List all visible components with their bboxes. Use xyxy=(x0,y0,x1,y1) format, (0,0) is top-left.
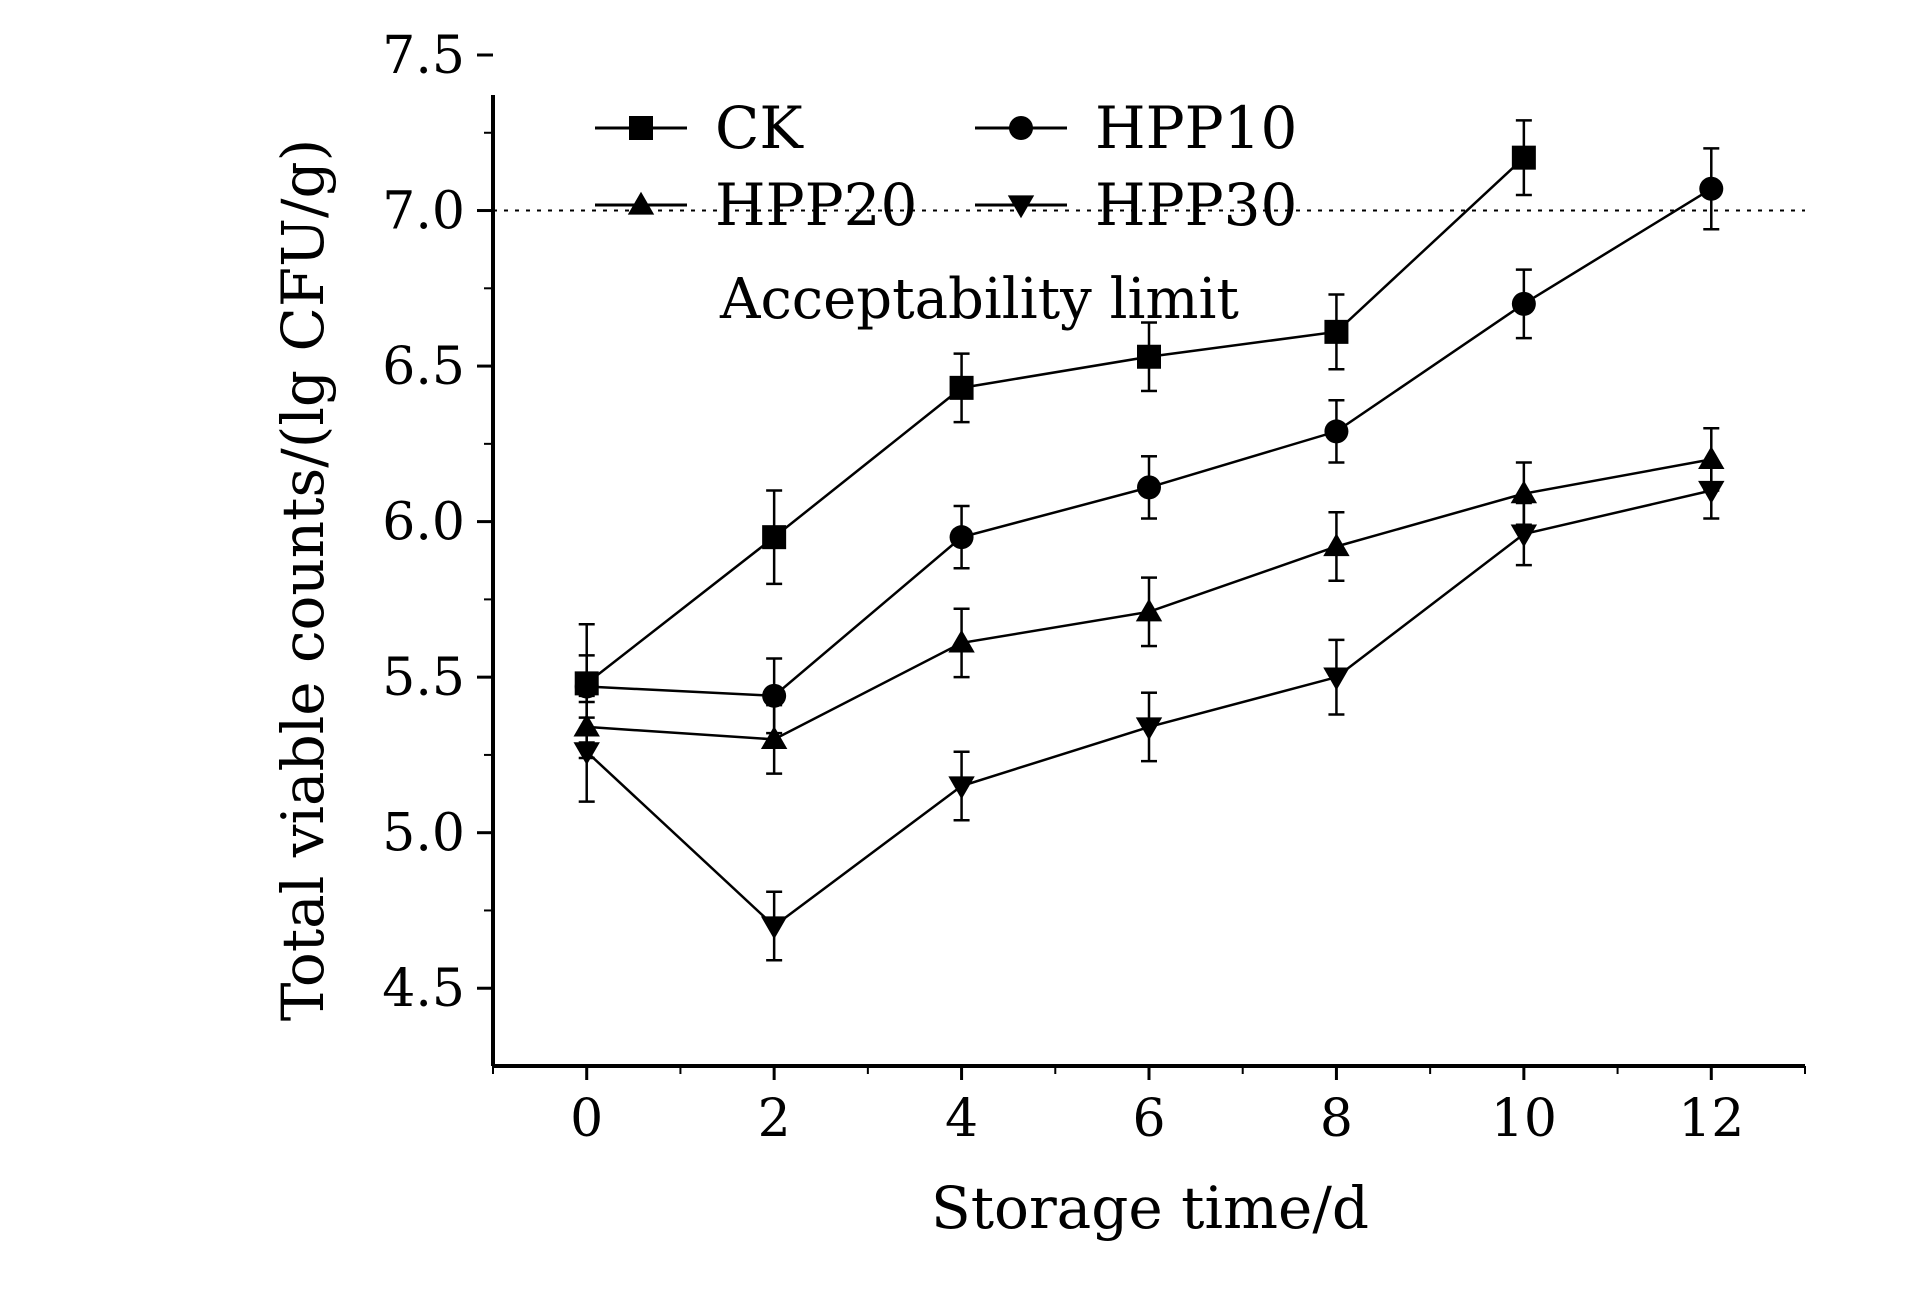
data-point xyxy=(949,375,974,400)
data-point xyxy=(1324,419,1349,444)
x-tick-label: 2 xyxy=(758,1089,791,1149)
data-point xyxy=(1137,344,1161,369)
series-group xyxy=(573,119,1725,962)
data-point xyxy=(760,916,788,940)
data-point xyxy=(1510,524,1538,548)
series-line xyxy=(585,156,1525,685)
y-tick-label: 7.0 xyxy=(382,182,465,242)
legend-label: HPP20 xyxy=(715,171,917,239)
x-axis-label: Storage time/d xyxy=(931,1174,1369,1242)
x-tick-label: 4 xyxy=(945,1089,978,1149)
data-point xyxy=(1324,319,1349,344)
x-tick-label: 0 xyxy=(570,1089,603,1149)
reference-line-label: Acceptability limit xyxy=(719,267,1239,332)
data-point xyxy=(1135,598,1163,622)
data-point xyxy=(948,776,975,800)
data-point xyxy=(1511,145,1536,170)
series-hpp10 xyxy=(574,147,1724,735)
data-point xyxy=(1699,176,1724,201)
y-tick-label: 4.5 xyxy=(382,959,465,1019)
x-tick-label: 8 xyxy=(1320,1089,1353,1149)
legend: CK HPP10 HPP20 HPP30 xyxy=(595,94,1297,239)
data-point xyxy=(1137,475,1161,500)
data-point xyxy=(949,525,974,550)
data-point xyxy=(1007,195,1035,219)
x-tick-label: 10 xyxy=(1491,1089,1557,1149)
y-axis-label: Total viable counts/(lg CFU/g) xyxy=(269,139,337,1022)
legend-item-hpp20: HPP20 xyxy=(595,171,917,239)
data-point xyxy=(948,629,975,653)
data-point xyxy=(1510,480,1538,504)
x-tick-label: 12 xyxy=(1678,1089,1744,1149)
data-point xyxy=(1135,717,1163,741)
legend-label: HPP10 xyxy=(1095,94,1297,162)
data-point xyxy=(629,116,653,140)
y-tick-label: 5.5 xyxy=(382,648,465,708)
x-tick-label: 6 xyxy=(1132,1089,1165,1149)
data-point xyxy=(573,742,600,766)
data-point xyxy=(762,525,787,550)
data-point xyxy=(762,683,787,708)
axes: 4.5 5.0 5.5 6.0 6.5 7.0 7.5 0 2 4 6 8 10 12 xyxy=(382,26,1806,1149)
data-point xyxy=(1698,480,1725,504)
data-point xyxy=(760,726,788,749)
legend-label: HPP30 xyxy=(1095,171,1297,239)
y-tick-label: 6.0 xyxy=(382,493,465,553)
legend-item-ck: CK xyxy=(595,94,804,162)
y-tick-label: 5.0 xyxy=(382,804,465,864)
data-point xyxy=(627,191,655,215)
legend-label: CK xyxy=(715,94,804,162)
data-point xyxy=(574,674,599,699)
y-tick-label: 7.5 xyxy=(382,26,465,86)
data-point xyxy=(1511,291,1536,316)
data-point xyxy=(1323,667,1350,691)
y-tick-label: 6.5 xyxy=(382,337,465,397)
series-hpp30 xyxy=(573,461,1725,962)
data-point xyxy=(1323,533,1350,557)
legend-item-hpp10: HPP10 xyxy=(975,94,1297,162)
legend-item-hpp30: HPP30 xyxy=(975,171,1297,239)
data-point xyxy=(1009,116,1033,140)
